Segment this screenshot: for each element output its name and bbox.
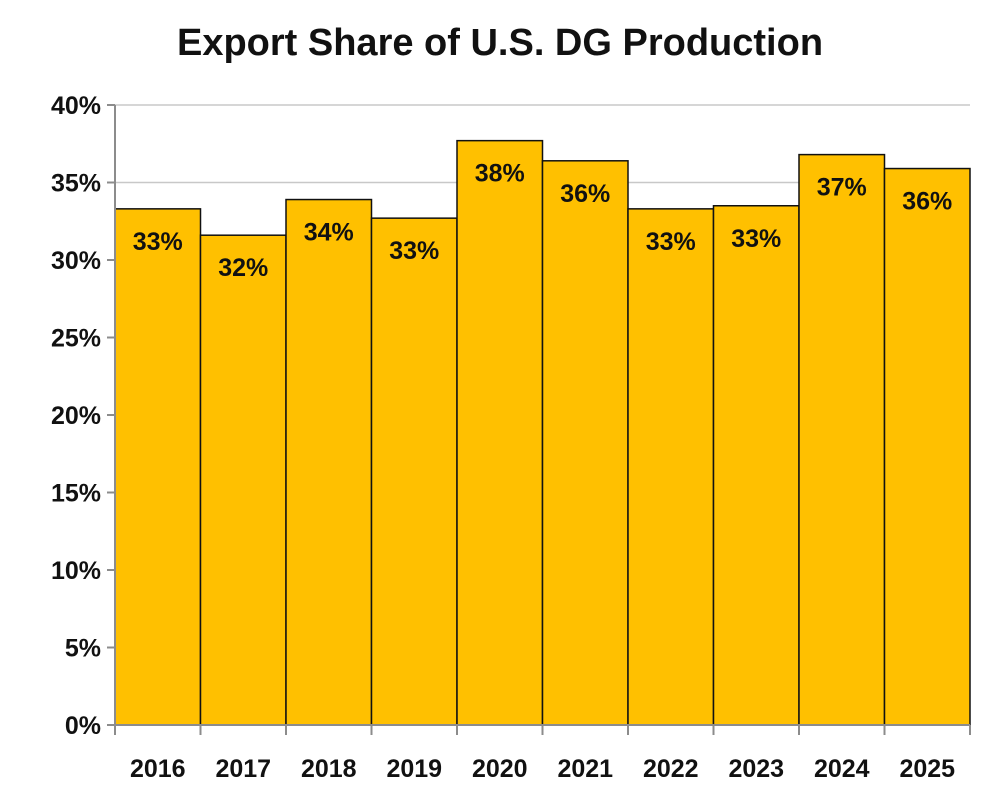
y-tick-label: 5%: [65, 635, 101, 663]
bar-2022: [627, 208, 715, 726]
bar-2025: [883, 167, 971, 726]
x-tick-label: 2024: [814, 755, 870, 783]
y-tick-label: 30%: [51, 247, 101, 275]
bar-2020: [456, 139, 544, 726]
data-label-2019: 33%: [389, 237, 439, 265]
bar-2023: [712, 205, 800, 726]
bar-2024: [798, 153, 886, 726]
bars: [114, 139, 971, 726]
data-label-2018: 34%: [304, 219, 354, 247]
data-label-2024: 37%: [817, 174, 867, 202]
chart-title: Export Share of U.S. DG Production: [176, 22, 824, 64]
x-tick-label: 2016: [130, 755, 186, 783]
x-tick-label: 2022: [643, 755, 699, 783]
axes: [107, 104, 971, 735]
x-tick-label: 2017: [215, 755, 271, 783]
y-tick-label: 20%: [51, 402, 101, 430]
data-label-2016: 33%: [133, 228, 183, 256]
y-tick-label: 15%: [51, 480, 101, 508]
y-tick-label: 25%: [51, 325, 101, 353]
bar-2016: [114, 208, 202, 726]
data-label-2021: 36%: [560, 180, 610, 208]
bar-2017: [199, 234, 287, 726]
x-tick-label: 2020: [472, 755, 528, 783]
bar-2019: [370, 217, 458, 726]
x-tick-label: 2018: [301, 755, 357, 783]
data-label-2017: 32%: [218, 254, 268, 282]
x-tick-label: 2025: [899, 755, 955, 783]
x-tick-label: 2023: [728, 755, 784, 783]
data-label-2023: 33%: [731, 225, 781, 253]
y-tick-label: 35%: [51, 170, 101, 198]
data-label-2020: 38%: [475, 160, 525, 188]
y-tick-label: 40%: [51, 92, 101, 120]
bar-2018: [285, 198, 373, 726]
x-tick-label: 2021: [557, 755, 613, 783]
y-tick-label: 10%: [51, 557, 101, 585]
y-tick-label: 0%: [65, 712, 101, 740]
data-label-2025: 36%: [902, 188, 952, 216]
labels: 0% 5% 10% 15% 20% 25% 30% 35% 40% 33% 32% 34% 33% 38%…: [51, 92, 955, 783]
x-tick-label: 2019: [386, 755, 442, 783]
data-label-2022: 33%: [646, 228, 696, 256]
bar-2021: [541, 160, 629, 726]
